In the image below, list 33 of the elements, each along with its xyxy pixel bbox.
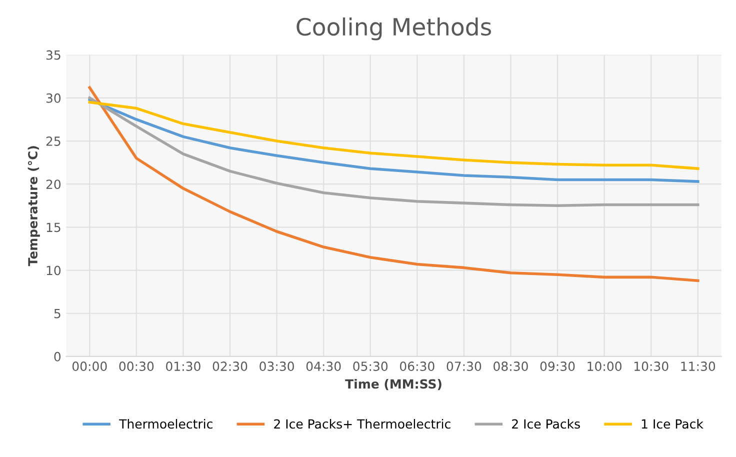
x-tick-label: 00:00 <box>72 362 107 371</box>
y-tick-label: 30 <box>46 93 61 103</box>
y-tick-label: 20 <box>46 180 61 190</box>
x-tick-label: 05:30 <box>353 362 388 371</box>
legend-label: 1 Ice Pack <box>642 418 704 429</box>
y-tick-label: 10 <box>46 266 61 276</box>
y-tick-label: 5 <box>54 309 60 318</box>
x-tick-label: 08:30 <box>494 362 528 371</box>
x-tick-label: 02:30 <box>212 362 248 371</box>
legend-label: 2 Ice Packs+ Thermoelectric <box>274 418 450 429</box>
y-tick-label: 0 <box>54 352 61 362</box>
chart-title: Cooling Methods <box>296 17 492 40</box>
x-tick-label: 00:30 <box>119 362 154 371</box>
x-tick-label: 11:30 <box>681 362 716 371</box>
line-series <box>88 98 700 183</box>
line-series <box>88 96 700 208</box>
y-tick-label: 35 <box>46 50 60 60</box>
y-tick-label: 25 <box>46 136 60 146</box>
x-tick-label: 09:30 <box>540 362 575 371</box>
x-tick-label: 03:30 <box>260 362 294 371</box>
x-tick-label: 10:00 <box>588 362 622 371</box>
line-series <box>88 100 700 170</box>
y-axis-title: Temperature (°C) <box>28 146 40 266</box>
x-tick-label: 10:30 <box>634 362 668 371</box>
x-axis-title: Time (MM:SS) <box>345 378 442 390</box>
x-tick-label: 07:30 <box>446 362 482 371</box>
line-series <box>88 86 700 282</box>
x-tick-label: 01:30 <box>166 362 200 371</box>
legend-label: Thermoelectric <box>119 418 212 429</box>
y-tick-label: 15 <box>46 222 60 232</box>
x-tick-label: 04:30 <box>306 362 341 371</box>
x-tick-label: 06:30 <box>400 362 434 371</box>
legend-label: 2 Ice Packs <box>512 418 580 429</box>
